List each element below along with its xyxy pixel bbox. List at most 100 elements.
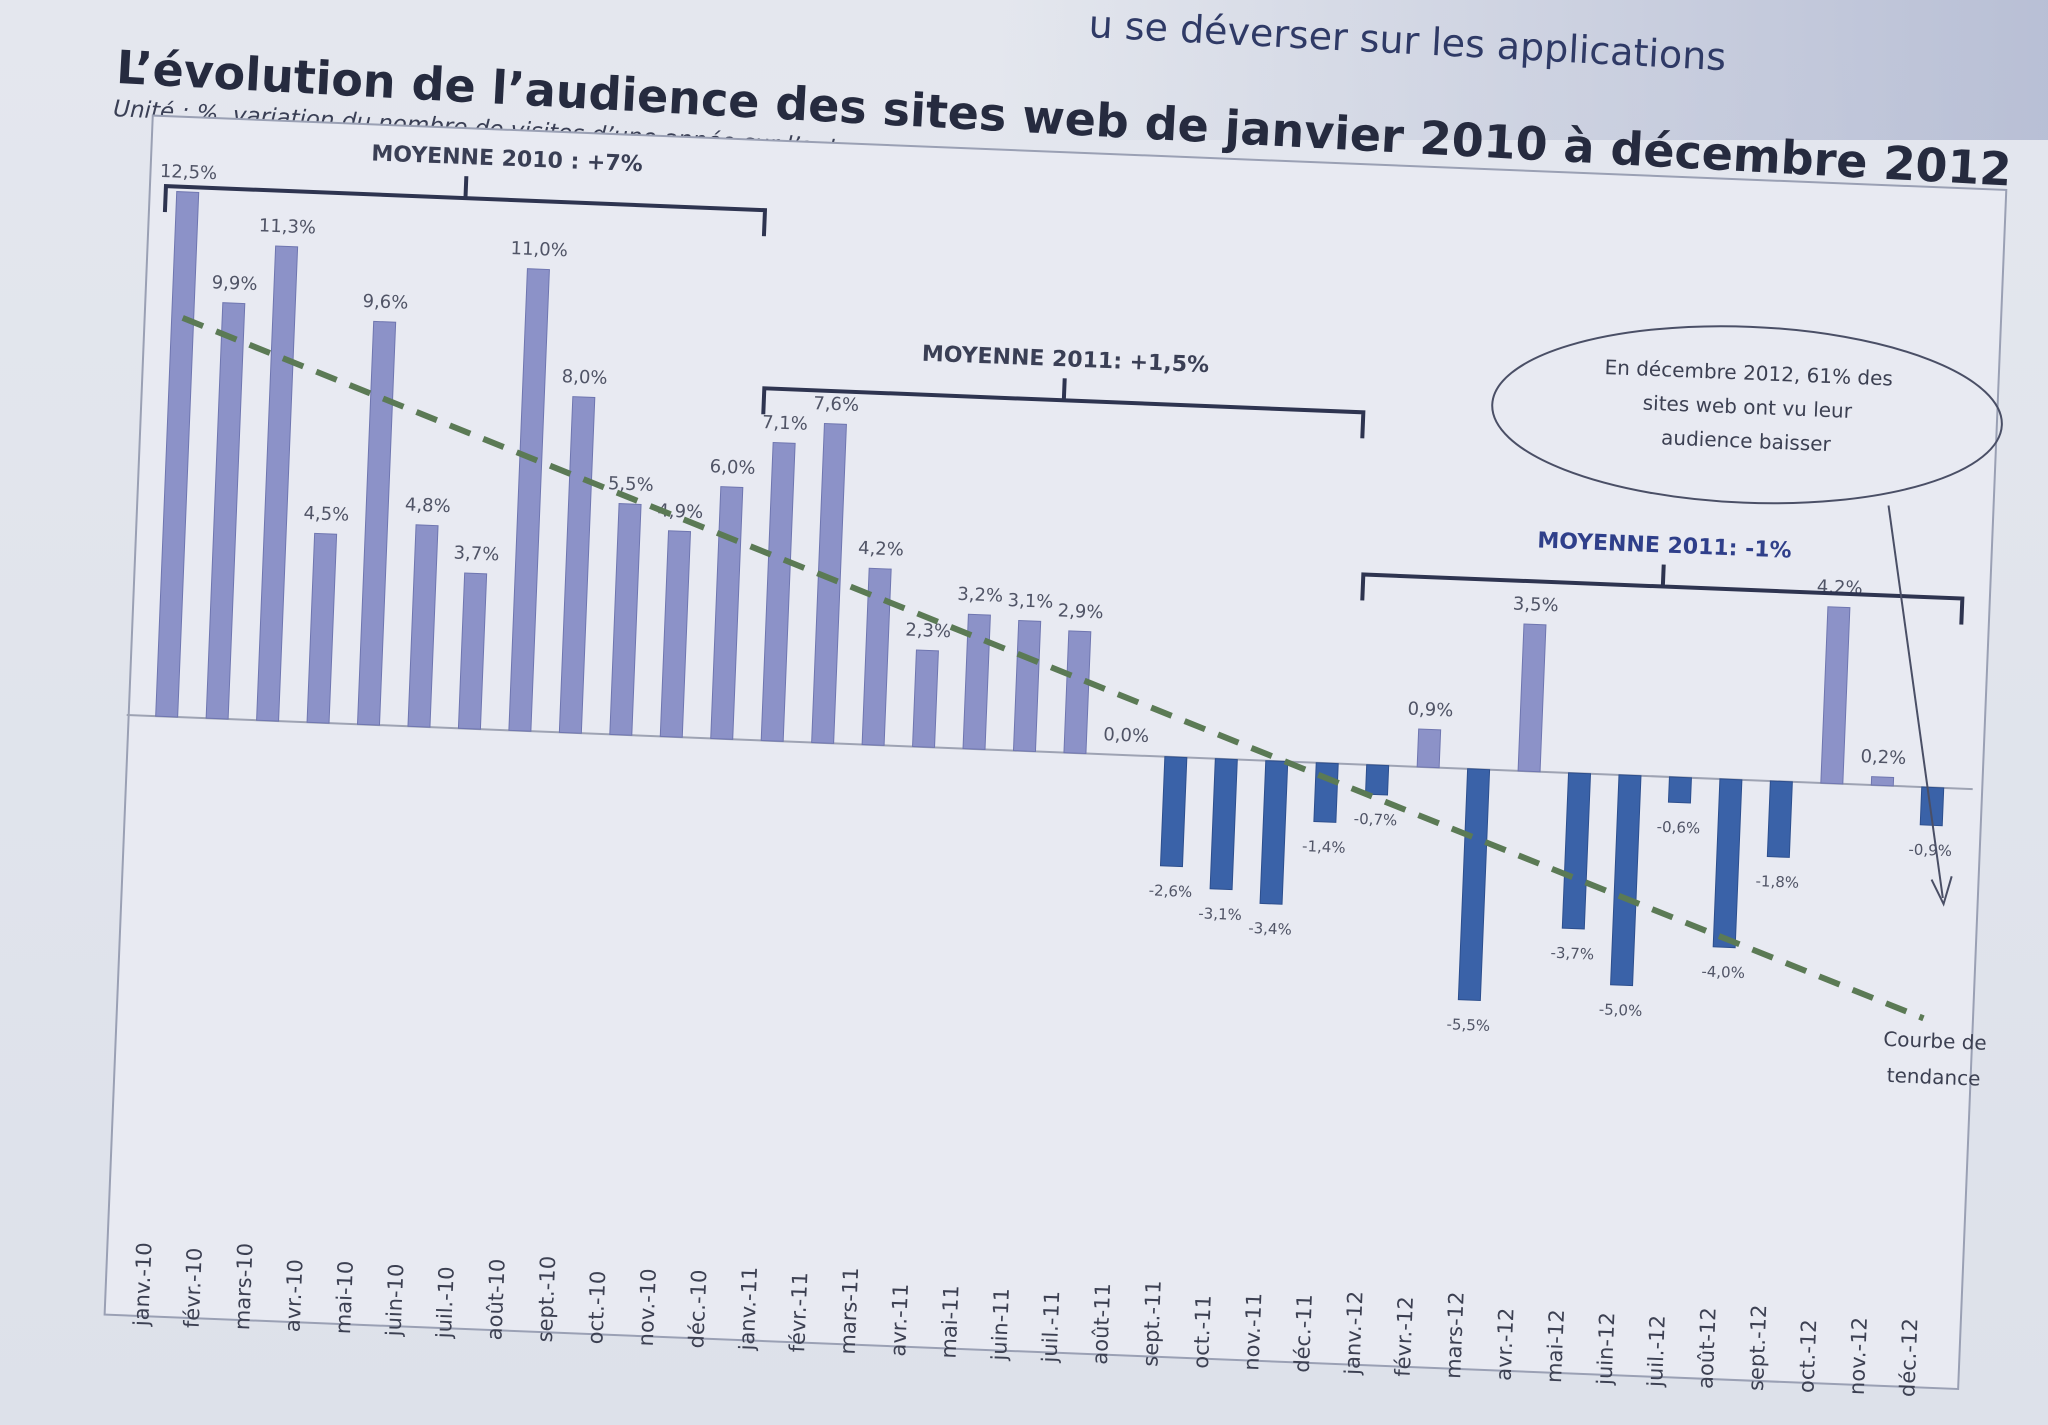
bar-4 [356, 320, 397, 726]
value-label-5: 4,8% [405, 494, 452, 517]
tick-label-13: févr.-11 [785, 1272, 812, 1353]
tick-label-29: juin-12 [1592, 1312, 1619, 1386]
bar-11 [710, 486, 744, 740]
tick-label-33: oct.-12 [1794, 1319, 1821, 1394]
value-label-15: 2,3% [905, 620, 952, 643]
bar-31 [1712, 778, 1743, 949]
value-label-32: -1,8% [1755, 872, 1799, 892]
bar-6 [457, 572, 488, 730]
bar-16 [962, 613, 991, 750]
trend-label-line-1: Courbe de [1883, 1027, 1987, 1055]
value-label-7: 11,0% [510, 238, 568, 261]
value-label-23: -1,4% [1302, 837, 1346, 857]
tick-label-31: août-12 [1693, 1307, 1720, 1389]
value-label-6: 3,7% [453, 543, 500, 566]
trend-label-line-2: tendance [1886, 1063, 1981, 1091]
value-label-20: -2,6% [1148, 881, 1192, 901]
value-label-35: -0,9% [1908, 840, 1952, 860]
trend-line [181, 315, 1925, 1022]
value-label-17: 3,1% [1007, 590, 1054, 613]
bar-13 [811, 423, 847, 744]
value-label-10: 4,9% [657, 500, 704, 523]
note-arrow-line [1887, 505, 1944, 899]
tick-label-35: déc.-12 [1895, 1318, 1922, 1398]
tick-label-7: août-10 [482, 1258, 509, 1340]
bar-34 [1870, 776, 1895, 787]
value-label-4: 9,6% [362, 291, 409, 314]
value-label-8: 8,0% [561, 366, 608, 389]
tick-label-6: juil.-10 [432, 1266, 459, 1340]
zero-axis [126, 713, 1973, 791]
bar-33 [1820, 606, 1851, 785]
tick-label-1: févr.-10 [180, 1247, 207, 1328]
tick-label-23: déc.-11 [1290, 1293, 1317, 1373]
bar-14 [861, 567, 892, 746]
tick-label-27: avr.-12 [1492, 1307, 1519, 1381]
value-label-27: 3,5% [1512, 594, 1559, 617]
value-label-29: -5,0% [1598, 1000, 1642, 1020]
average-brace-0 [162, 176, 768, 237]
bar-17 [1012, 619, 1042, 752]
tick-label-28: mai-12 [1542, 1309, 1569, 1383]
value-label-2: 11,3% [258, 215, 316, 238]
note-ellipse [1491, 325, 2003, 505]
tick-label-11: déc.-10 [684, 1269, 711, 1349]
value-label-12: 7,1% [762, 412, 809, 435]
value-label-24: -0,7% [1353, 810, 1397, 830]
value-label-19: 0,0% [1103, 724, 1150, 747]
value-label-1: 9,9% [211, 272, 258, 295]
tick-label-32: sept.-12 [1744, 1304, 1771, 1391]
tick-label-20: sept.-11 [1138, 1280, 1165, 1367]
value-label-11: 6,0% [709, 456, 756, 479]
tick-label-22: nov.-11 [1239, 1292, 1266, 1371]
tick-label-21: oct.-11 [1189, 1295, 1216, 1370]
tick-label-8: sept.-10 [533, 1255, 560, 1342]
bar-2 [256, 245, 299, 722]
average-brace-1 [761, 378, 1366, 439]
bar-7 [508, 268, 550, 732]
value-label-14: 4,2% [858, 538, 905, 561]
tick-label-4: mai-10 [331, 1260, 358, 1334]
value-label-30: -0,6% [1656, 818, 1700, 838]
bar-27 [1517, 623, 1547, 773]
tick-label-18: juil.-11 [1037, 1290, 1064, 1364]
bar-9 [609, 503, 642, 736]
value-label-31: -4,0% [1701, 962, 1745, 982]
value-label-25: 0,9% [1407, 699, 1454, 722]
tick-label-16: mai-11 [937, 1285, 964, 1359]
tick-label-25: févr.-12 [1391, 1296, 1418, 1377]
tick-label-3: avr.-10 [281, 1259, 308, 1333]
bar-24 [1364, 764, 1390, 796]
value-label-18: 2,9% [1057, 600, 1104, 623]
bar-1 [205, 302, 246, 720]
tick-label-30: juil.-12 [1643, 1315, 1670, 1389]
bar-23 [1313, 762, 1339, 823]
tick-label-26: mars-12 [1441, 1291, 1468, 1379]
bar-10 [659, 530, 692, 738]
bar-18 [1063, 630, 1092, 755]
value-label-28: -3,7% [1550, 944, 1594, 964]
bar-12 [760, 441, 796, 742]
value-label-9: 5,5% [608, 473, 655, 496]
bar-22 [1259, 760, 1289, 905]
tick-label-15: avr.-11 [886, 1283, 913, 1357]
note-arrow-head [1930, 876, 1953, 907]
tick-label-17: juin-11 [987, 1287, 1014, 1361]
tick-label-2: mars-10 [230, 1242, 257, 1330]
header-band [1000, 0, 2048, 140]
tick-label-5: juin-10 [381, 1263, 408, 1337]
value-label-13: 7,6% [813, 393, 860, 416]
bar-25 [1416, 728, 1442, 769]
bar-29 [1610, 774, 1642, 987]
value-label-26: -5,5% [1446, 1015, 1490, 1035]
bar-15 [912, 649, 939, 748]
tick-label-14: mars-11 [836, 1267, 863, 1355]
value-label-21: -3,1% [1198, 904, 1242, 924]
value-label-0: 12,5% [160, 161, 218, 184]
tick-label-24: janv.-12 [1340, 1290, 1367, 1376]
value-label-3: 4,5% [303, 503, 350, 526]
bar-21 [1209, 758, 1238, 891]
tick-label-34: nov.-12 [1845, 1317, 1872, 1396]
